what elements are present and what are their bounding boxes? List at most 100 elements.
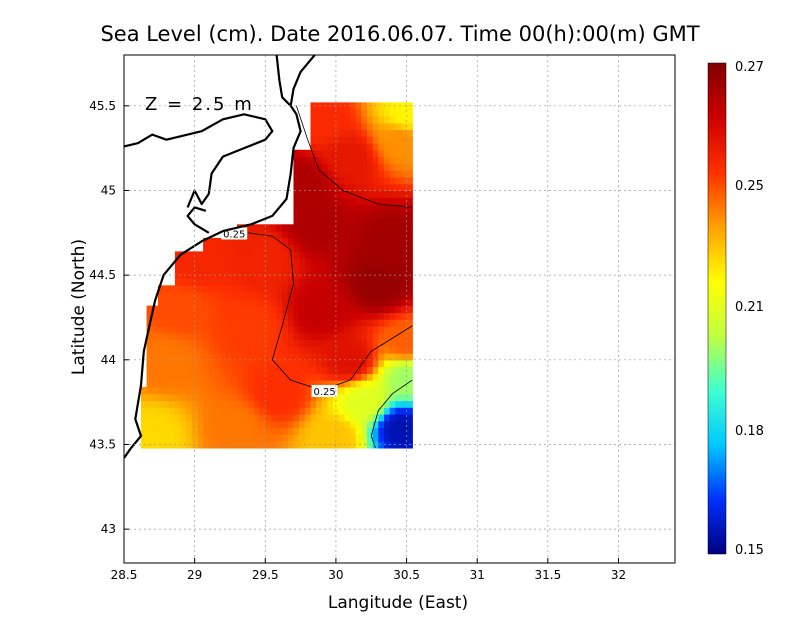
field-cell (197, 278, 204, 286)
field-cell (304, 285, 312, 293)
field-cell (316, 176, 323, 185)
field-cell (220, 258, 227, 266)
field-cell (287, 292, 295, 300)
field-cell (299, 163, 306, 171)
field-cell (384, 373, 391, 381)
field-cell (367, 265, 374, 273)
field-cell (220, 305, 227, 313)
field-cell (350, 386, 357, 395)
field-cell (355, 380, 362, 388)
field-cell (157, 414, 165, 422)
field-cell (400, 292, 408, 300)
field-cell (378, 278, 385, 286)
field-cell (321, 400, 329, 408)
field-cell (174, 393, 182, 402)
field-cell (169, 393, 176, 402)
field-cell (254, 325, 261, 334)
field-cell (259, 298, 266, 307)
field-cell (231, 305, 238, 313)
field-cell (293, 149, 300, 158)
field-cell (310, 353, 317, 361)
field-cell (242, 339, 249, 347)
field-cell (344, 386, 351, 395)
field-cell (259, 224, 266, 232)
field-cell (276, 251, 283, 259)
field-cell (214, 265, 221, 273)
field-cell (350, 129, 357, 137)
field-cell (304, 400, 312, 408)
field-cell (254, 265, 261, 273)
field-cell (321, 305, 329, 313)
field-cell (299, 224, 306, 232)
field-cell (321, 278, 329, 286)
field-cell (231, 237, 238, 246)
field-cell (220, 393, 227, 402)
field-cell (293, 393, 300, 402)
field-cell (406, 386, 413, 395)
field-cell (316, 183, 323, 192)
field-cell (225, 325, 232, 334)
field-cell (389, 312, 396, 320)
field-cell (220, 292, 227, 300)
field-cell (350, 380, 357, 388)
field-cell (344, 170, 351, 178)
field-cell (174, 386, 182, 395)
field-cell (299, 319, 306, 327)
field-cell (406, 129, 413, 137)
field-cell (367, 346, 374, 354)
field-cell (186, 332, 193, 341)
field-cell (367, 373, 374, 381)
field-cell (208, 285, 216, 293)
field-cell (265, 339, 272, 347)
field-cell (293, 265, 300, 273)
field-cell (299, 400, 306, 408)
field-cell (157, 292, 165, 300)
field-cell (389, 427, 396, 435)
field-cell (316, 359, 323, 368)
field-cell (310, 366, 317, 374)
field-cell (180, 332, 187, 341)
field-cell (384, 156, 391, 164)
field-cell (191, 278, 199, 286)
field-cell (231, 258, 238, 266)
field-cell (395, 251, 402, 259)
field-cell (276, 353, 283, 361)
field-cell (344, 427, 351, 435)
field-cell (174, 420, 182, 429)
field-cell (384, 265, 391, 273)
field-cell (169, 353, 176, 361)
field-cell (186, 420, 193, 429)
field-cell (174, 414, 182, 422)
field-cell (248, 441, 255, 449)
field-cell (214, 434, 221, 442)
field-cell (400, 339, 408, 347)
field-cell (372, 420, 379, 429)
field-cell (293, 434, 300, 442)
field-cell (378, 427, 385, 435)
field-cell (259, 292, 266, 300)
field-cell (225, 386, 232, 395)
field-cell (327, 353, 334, 361)
field-cell (378, 265, 385, 273)
field-cell (389, 414, 396, 422)
field-cell (299, 258, 306, 266)
field-cell (361, 163, 368, 171)
field-cell (146, 366, 153, 374)
field-cell (400, 366, 408, 374)
field-cell (406, 258, 413, 266)
field-cell (350, 122, 357, 131)
field-cell (169, 346, 176, 354)
field-cell (163, 420, 170, 429)
field-cell (157, 427, 165, 435)
field-cell (186, 434, 193, 442)
field-cell (395, 204, 402, 212)
field-cell (270, 366, 278, 374)
field-cell (355, 204, 362, 212)
field-cell (321, 129, 329, 137)
field-cell (384, 420, 391, 429)
field-cell (406, 204, 413, 212)
field-cell (338, 298, 345, 307)
field-cell (299, 353, 306, 361)
field-cell (367, 305, 374, 313)
field-cell (389, 143, 396, 151)
